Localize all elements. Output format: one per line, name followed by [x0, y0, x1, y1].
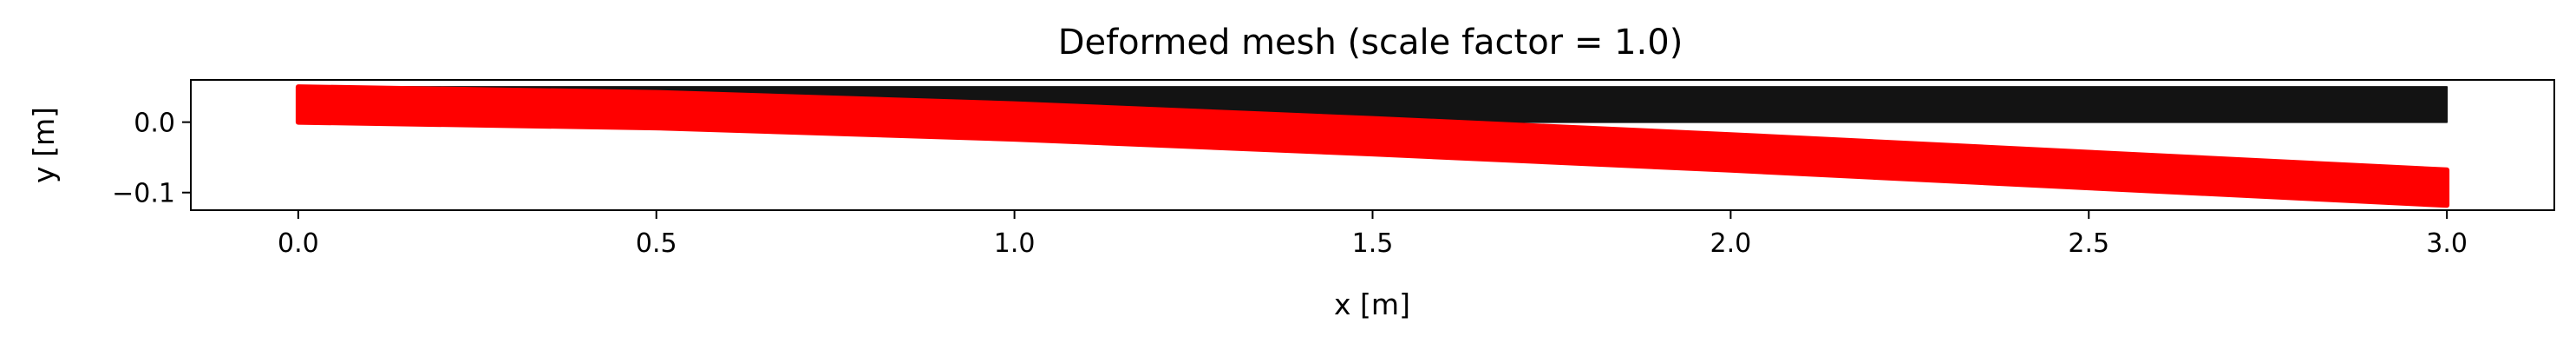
x-tick-label: 2.0	[1710, 228, 1752, 259]
x-tick-label: 0.0	[278, 228, 319, 259]
x-axis-label: x [m]	[1334, 287, 1410, 321]
y-tick-label: −0.1	[112, 179, 175, 209]
x-tick-label: 1.0	[994, 228, 1036, 259]
x-tick-label: 0.5	[636, 228, 677, 259]
x-axis: 0.0 0.5 1.0 1.5 2.0 2.5 3.0	[278, 210, 2468, 259]
axes-frame	[190, 79, 2555, 211]
y-tick-label: 0.0	[134, 109, 175, 139]
x-tick-label: 2.5	[2068, 228, 2109, 259]
plot-area	[295, 84, 2450, 208]
x-tick-label: 1.5	[1352, 228, 1394, 259]
deformed-mesh	[295, 84, 2450, 208]
mesh-layer	[295, 84, 2450, 208]
x-tick-label: 3.0	[2426, 228, 2468, 259]
y-axis: 0.0 −0.1	[112, 109, 191, 209]
y-axis-label: y [m]	[27, 107, 61, 183]
chart-title: Deformed mesh (scale factor = 1.0)	[1058, 23, 1684, 63]
